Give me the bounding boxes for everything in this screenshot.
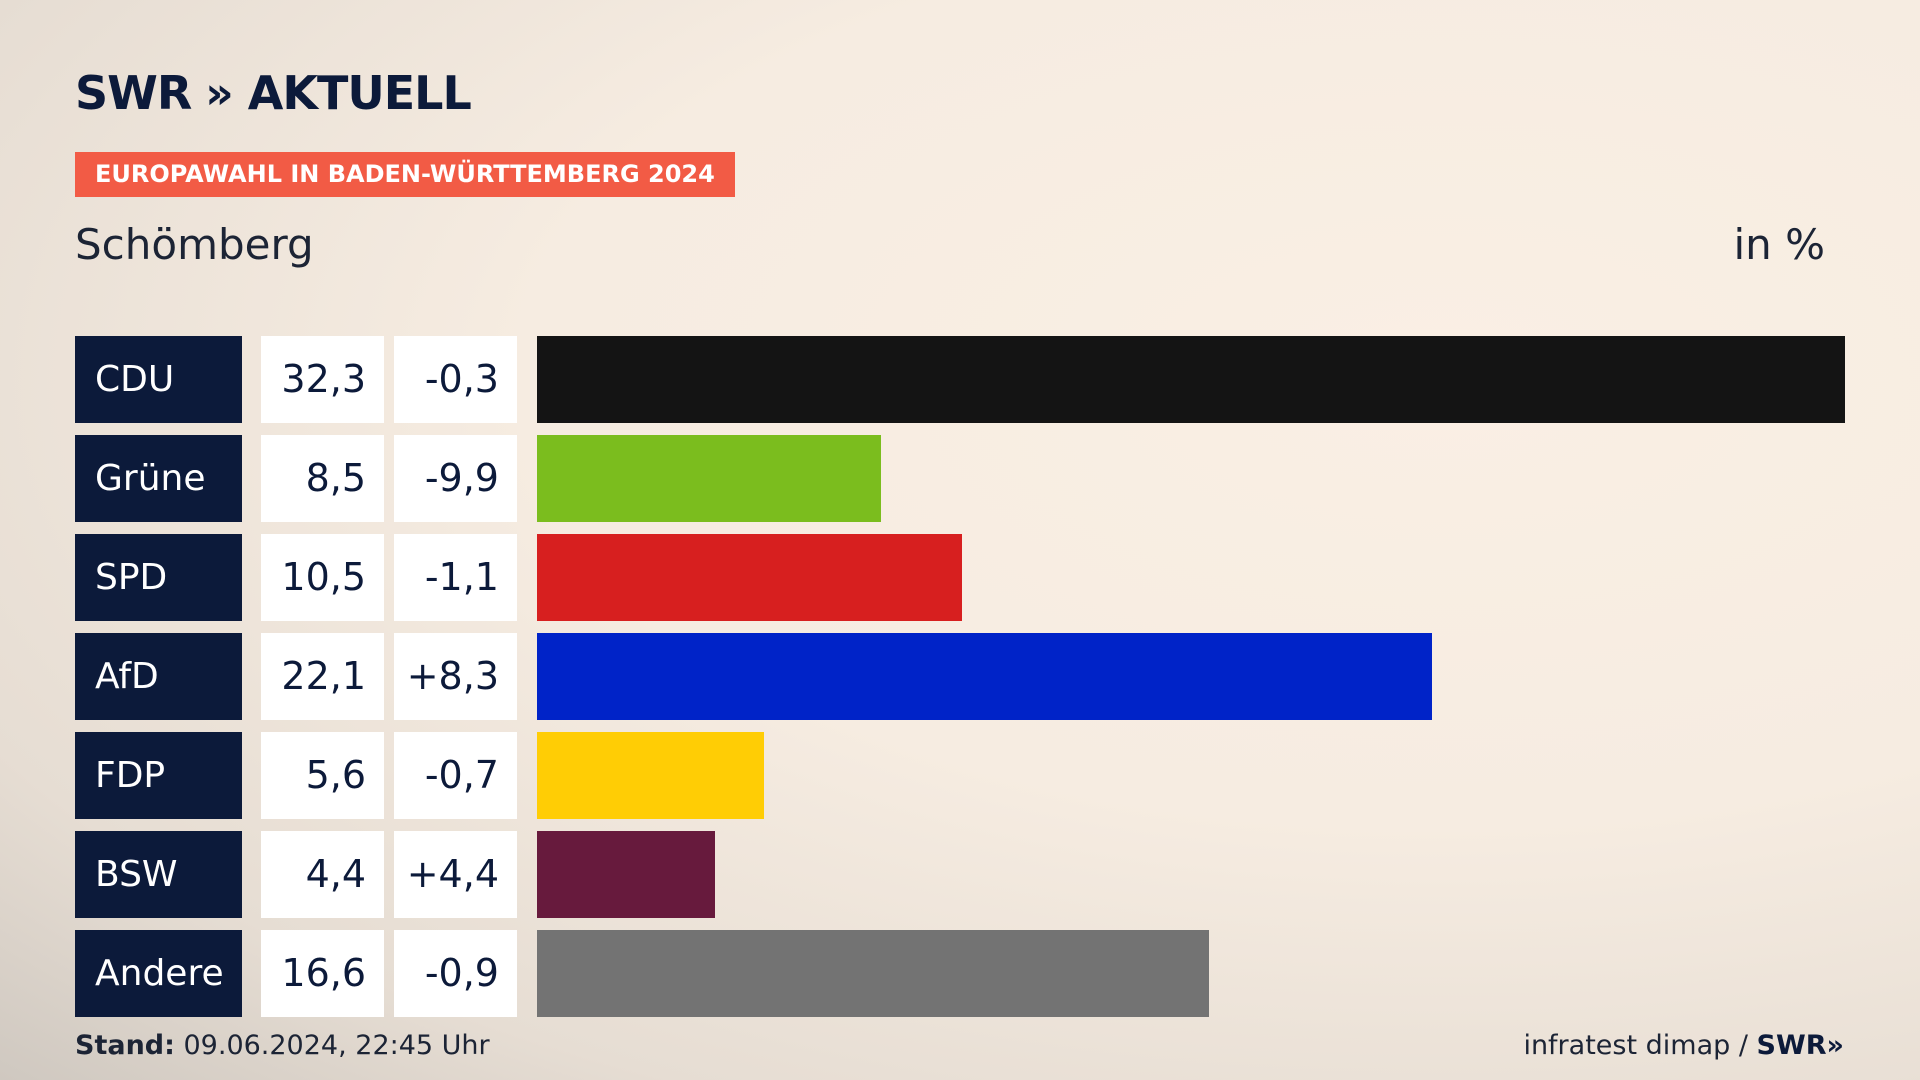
result-bar [537, 732, 764, 819]
result-bar [537, 831, 715, 918]
result-bar [537, 930, 1209, 1017]
vote-share-label: 22,1 [261, 633, 384, 720]
unit-label: in % [1733, 220, 1825, 269]
result-bar [537, 435, 881, 522]
stand-value: 09.06.2024, 22:45 Uhr [174, 1030, 490, 1061]
vote-share-label: 4,4 [261, 831, 384, 918]
place-title: Schömberg [75, 220, 314, 269]
source-text: infratest dimap / [1523, 1030, 1757, 1061]
vote-share-label: 10,5 [261, 534, 384, 621]
logo-swr: SWR [75, 66, 192, 120]
logo-aktuell: AKTUELL [247, 66, 472, 120]
change-label: -9,9 [394, 435, 517, 522]
party-label: BSW [75, 831, 242, 918]
source-credit: infratest dimap / SWR» [1523, 1030, 1844, 1061]
party-label: FDP [75, 732, 242, 819]
vote-share-label: 8,5 [261, 435, 384, 522]
change-label: -0,9 [394, 930, 517, 1017]
change-label: -1,1 [394, 534, 517, 621]
result-bar [537, 633, 1432, 720]
vote-share-label: 16,6 [261, 930, 384, 1017]
party-label: CDU [75, 336, 242, 423]
result-bar [537, 534, 962, 621]
party-label: Andere [75, 930, 242, 1017]
timestamp: Stand: 09.06.2024, 22:45 Uhr [75, 1030, 490, 1061]
logo-chevron-icon: » [205, 67, 234, 119]
vote-share-label: 32,3 [261, 336, 384, 423]
change-label: +4,4 [394, 831, 517, 918]
change-label: -0,7 [394, 732, 517, 819]
result-bar [537, 336, 1845, 423]
party-label: Grüne [75, 435, 242, 522]
stand-label: Stand: [75, 1030, 175, 1061]
party-label: SPD [75, 534, 242, 621]
change-label: +8,3 [394, 633, 517, 720]
vote-share-label: 5,6 [261, 732, 384, 819]
swr-aktuell-logo: SWR » AKTUELL [75, 66, 472, 120]
party-label: AfD [75, 633, 242, 720]
change-label: -0,3 [394, 336, 517, 423]
source-brand: SWR» [1756, 1030, 1844, 1061]
election-banner: EUROPAWAHL IN BADEN-WÜRTTEMBERG 2024 [75, 152, 735, 197]
